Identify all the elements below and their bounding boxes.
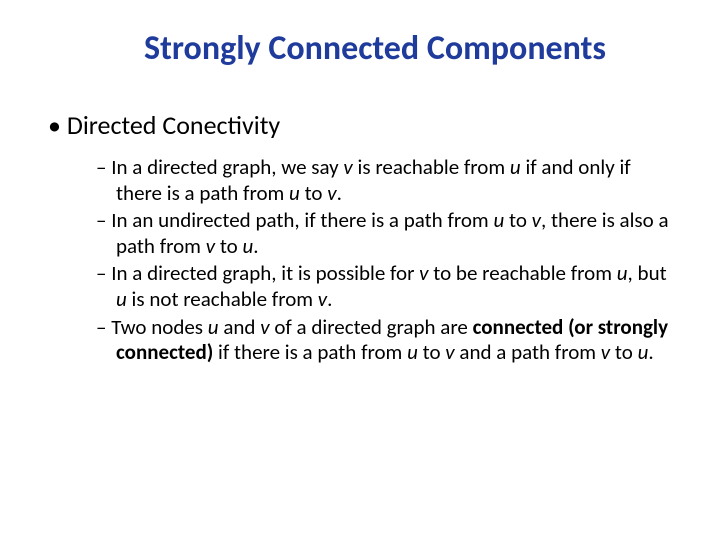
var-v: v: [601, 339, 610, 365]
sub-bullet-list: In a directed graph, we say v is reachab…: [96, 155, 680, 366]
text: , but: [628, 260, 667, 286]
sub-bullet-4: Two nodes u and v of a directed graph ar…: [96, 315, 680, 366]
slide-title: Strongly Connected Components: [70, 28, 680, 69]
text: .: [337, 180, 342, 206]
text: In an undirected path, if there is a pat…: [111, 207, 493, 233]
sub-bullet-1: In a directed graph, we say v is reachab…: [96, 155, 680, 206]
slide: Strongly Connected Components Directed C…: [0, 0, 720, 540]
text: to be reachable from: [429, 260, 617, 286]
var-u: u: [289, 180, 300, 206]
var-v: v: [260, 314, 269, 340]
text: to: [504, 207, 531, 233]
var-v: v: [445, 339, 454, 365]
text: is not reachable from: [127, 286, 318, 312]
var-v: v: [532, 207, 541, 233]
text: to: [215, 233, 242, 259]
var-v: v: [327, 180, 336, 206]
text: to: [300, 180, 327, 206]
text: to: [418, 339, 445, 365]
text: of a directed graph are: [270, 314, 473, 340]
var-u: u: [510, 154, 521, 180]
text: .: [648, 339, 653, 365]
text: In a directed graph, we say: [111, 154, 343, 180]
text: and a path from: [455, 339, 601, 365]
var-u: u: [407, 339, 418, 365]
text: is reachable from: [353, 154, 510, 180]
bullet-level-1: Directed Conectivity: [48, 109, 680, 141]
var-v: v: [318, 286, 327, 312]
var-u: u: [208, 314, 219, 340]
text: .: [253, 233, 258, 259]
var-u: u: [116, 286, 127, 312]
var-u: u: [493, 207, 504, 233]
var-u: u: [617, 260, 628, 286]
text: Two nodes: [111, 314, 208, 340]
var-v: v: [206, 233, 215, 259]
var-v: v: [343, 154, 352, 180]
var-u: u: [242, 233, 253, 259]
var-v: v: [419, 260, 428, 286]
text: and: [219, 314, 261, 340]
text: In a directed graph, it is possible for: [111, 260, 419, 286]
text: if there is a path from: [218, 339, 407, 365]
sub-bullet-3: In a directed graph, it is possible for …: [96, 261, 680, 312]
var-u: u: [638, 339, 649, 365]
text: to: [610, 339, 637, 365]
text: .: [327, 286, 332, 312]
sub-bullet-2: In an undirected path, if there is a pat…: [96, 208, 680, 259]
